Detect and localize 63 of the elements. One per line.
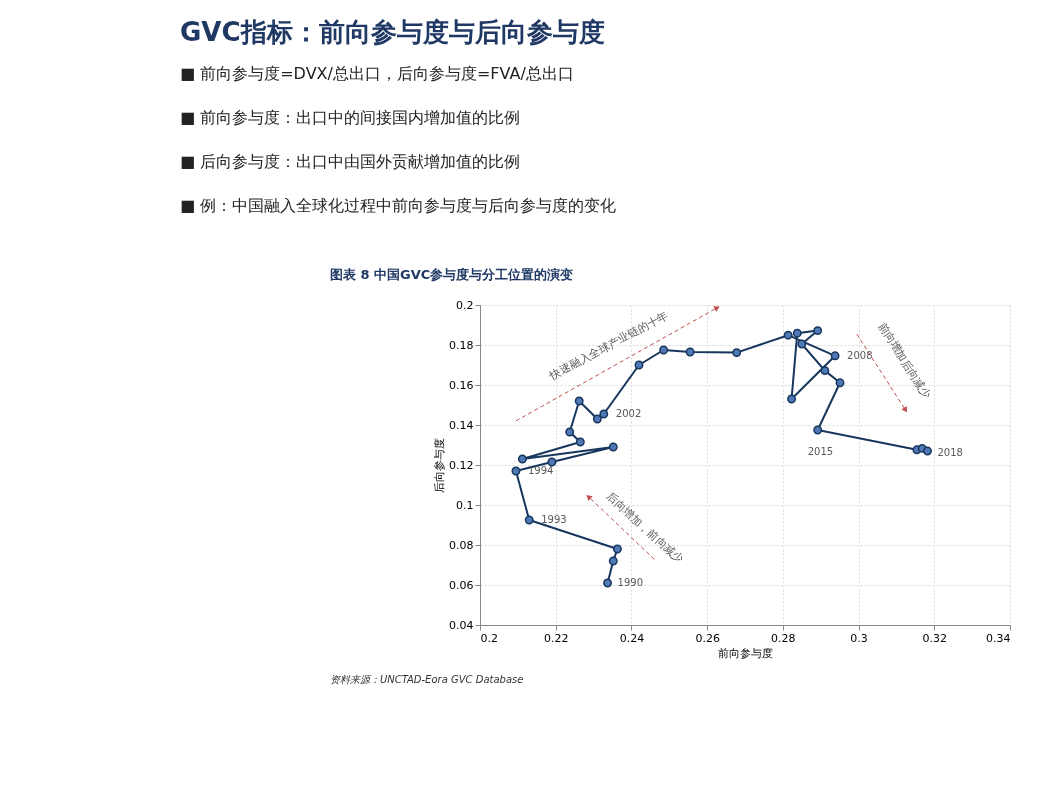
point xyxy=(783,330,793,340)
annotation: 2002 xyxy=(615,408,642,419)
point xyxy=(603,578,613,588)
x-tick-label: 0.34 xyxy=(986,631,1011,645)
chart-title: GVC指标：前向参与度与后向参与度 xyxy=(180,17,605,47)
point xyxy=(835,378,845,388)
x-tick-label: 0.3 xyxy=(850,631,868,645)
annotation: 2018 xyxy=(937,447,963,458)
text: 资料来源：UNCTAD-Eora GVC Database xyxy=(330,674,524,685)
y-axis-title: 后向参与度 xyxy=(433,438,447,493)
point xyxy=(830,351,840,361)
y-tick-label: 0.18 xyxy=(449,338,474,352)
annotation: 快速融入全球产业链的十年 xyxy=(546,308,671,383)
point xyxy=(797,339,807,349)
x-tick-label: 0.26 xyxy=(695,631,720,645)
y-tick-label: 0.14 xyxy=(449,418,474,432)
y-tick-label: 0.12 xyxy=(449,458,474,472)
point xyxy=(612,544,622,554)
text: ■ 前向参与度：出口中的间接国内增加值的比例 xyxy=(180,108,521,127)
x-tick-label: 0.28 xyxy=(771,631,796,645)
point xyxy=(820,366,830,376)
point xyxy=(732,348,742,358)
point xyxy=(659,345,669,355)
point xyxy=(608,442,618,452)
point xyxy=(575,437,585,447)
text: ■ 后向参与度：出口中由国外贡献增加值的比例 xyxy=(180,152,521,171)
x-tick-label: 0.2 xyxy=(480,631,498,645)
annotation: 后向增加，前向减少 xyxy=(603,490,686,566)
point xyxy=(634,360,644,370)
y-tick-label: 0.1 xyxy=(456,498,474,512)
y-tick-label: 0.06 xyxy=(449,578,474,592)
annotation: 1993 xyxy=(541,514,567,525)
annotation: 1990 xyxy=(617,577,644,588)
point xyxy=(511,466,521,476)
text: 图表 8 中国GVC参与度与分工位置的演变 xyxy=(330,267,574,282)
point xyxy=(608,556,618,566)
point xyxy=(517,454,527,464)
point xyxy=(599,409,609,419)
annotation: 1994 xyxy=(527,465,554,476)
point xyxy=(685,347,695,357)
point xyxy=(592,414,602,424)
text: ■ 例：中国融入全球化过程中前向参与度与后向参与度的变化 xyxy=(180,196,617,215)
y-tick-label: 0.2 xyxy=(456,298,474,312)
x-axis-title: 前向参与度 xyxy=(718,646,773,660)
point xyxy=(813,425,823,435)
point xyxy=(574,396,584,406)
x-tick-label: 0.24 xyxy=(619,631,645,645)
y-tick-label: 0.04 xyxy=(449,618,474,632)
point xyxy=(923,446,932,456)
annotation: 2015 xyxy=(807,446,834,457)
y-tick-label: 0.08 xyxy=(449,538,474,552)
y-tick-label: 0.16 xyxy=(449,378,474,392)
point xyxy=(524,515,534,525)
point xyxy=(792,328,802,338)
x-tick-label: 0.22 xyxy=(543,631,569,645)
annotation: 2008 xyxy=(847,349,873,361)
point xyxy=(547,457,557,467)
point xyxy=(813,326,823,336)
point xyxy=(565,427,575,437)
x-tick-label: 0.32 xyxy=(922,631,948,645)
annotation: 前向增加后向减少 xyxy=(875,320,934,402)
text: ■ 前向参与度=DVX/总出口，后向参与度=FVA/总出口 xyxy=(180,64,574,83)
point xyxy=(787,394,797,404)
